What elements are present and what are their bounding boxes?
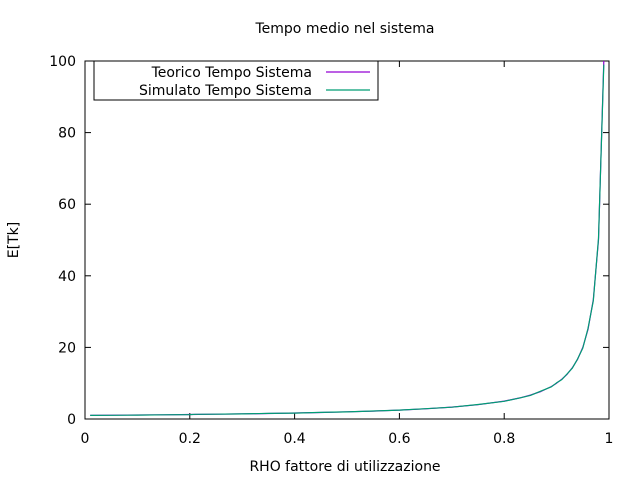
x-tick-label: 0.6	[388, 431, 410, 447]
legend-box	[93, 60, 379, 101]
x-tick-label: 0.8	[493, 431, 515, 447]
x-tick-label: 0	[81, 431, 90, 447]
y-tick-label: 40	[58, 269, 76, 285]
y-tick-label: 100	[49, 54, 76, 70]
y-axis-title: E[Tk]	[6, 222, 22, 258]
y-tick-label: 20	[58, 340, 76, 356]
chart-title: Tempo medio nel sistema	[255, 21, 435, 37]
x-tick-label: 0.4	[283, 431, 305, 447]
y-tick-label: 60	[58, 197, 76, 213]
y-tick-label: 0	[67, 412, 76, 428]
y-tick-label: 80	[58, 126, 76, 142]
legend-label: Teorico Tempo Sistema	[151, 65, 312, 81]
series-line-1	[90, 60, 605, 416]
x-axis-title: RHO fattore di utilizzazione	[249, 459, 440, 475]
plot-frame	[84, 60, 610, 420]
legend-label: Simulato Tempo Sistema	[139, 83, 312, 99]
legend: Teorico Tempo Sistema Simulato Tempo Sist…	[93, 60, 379, 101]
series-line-2	[90, 64, 605, 416]
plot-area: 0 0.2 0.4 0.6 0.8 1 0 20 40 60 80 100	[49, 54, 613, 447]
x-tick-label: 1	[605, 431, 614, 447]
x-tick-label: 0.2	[179, 431, 201, 447]
